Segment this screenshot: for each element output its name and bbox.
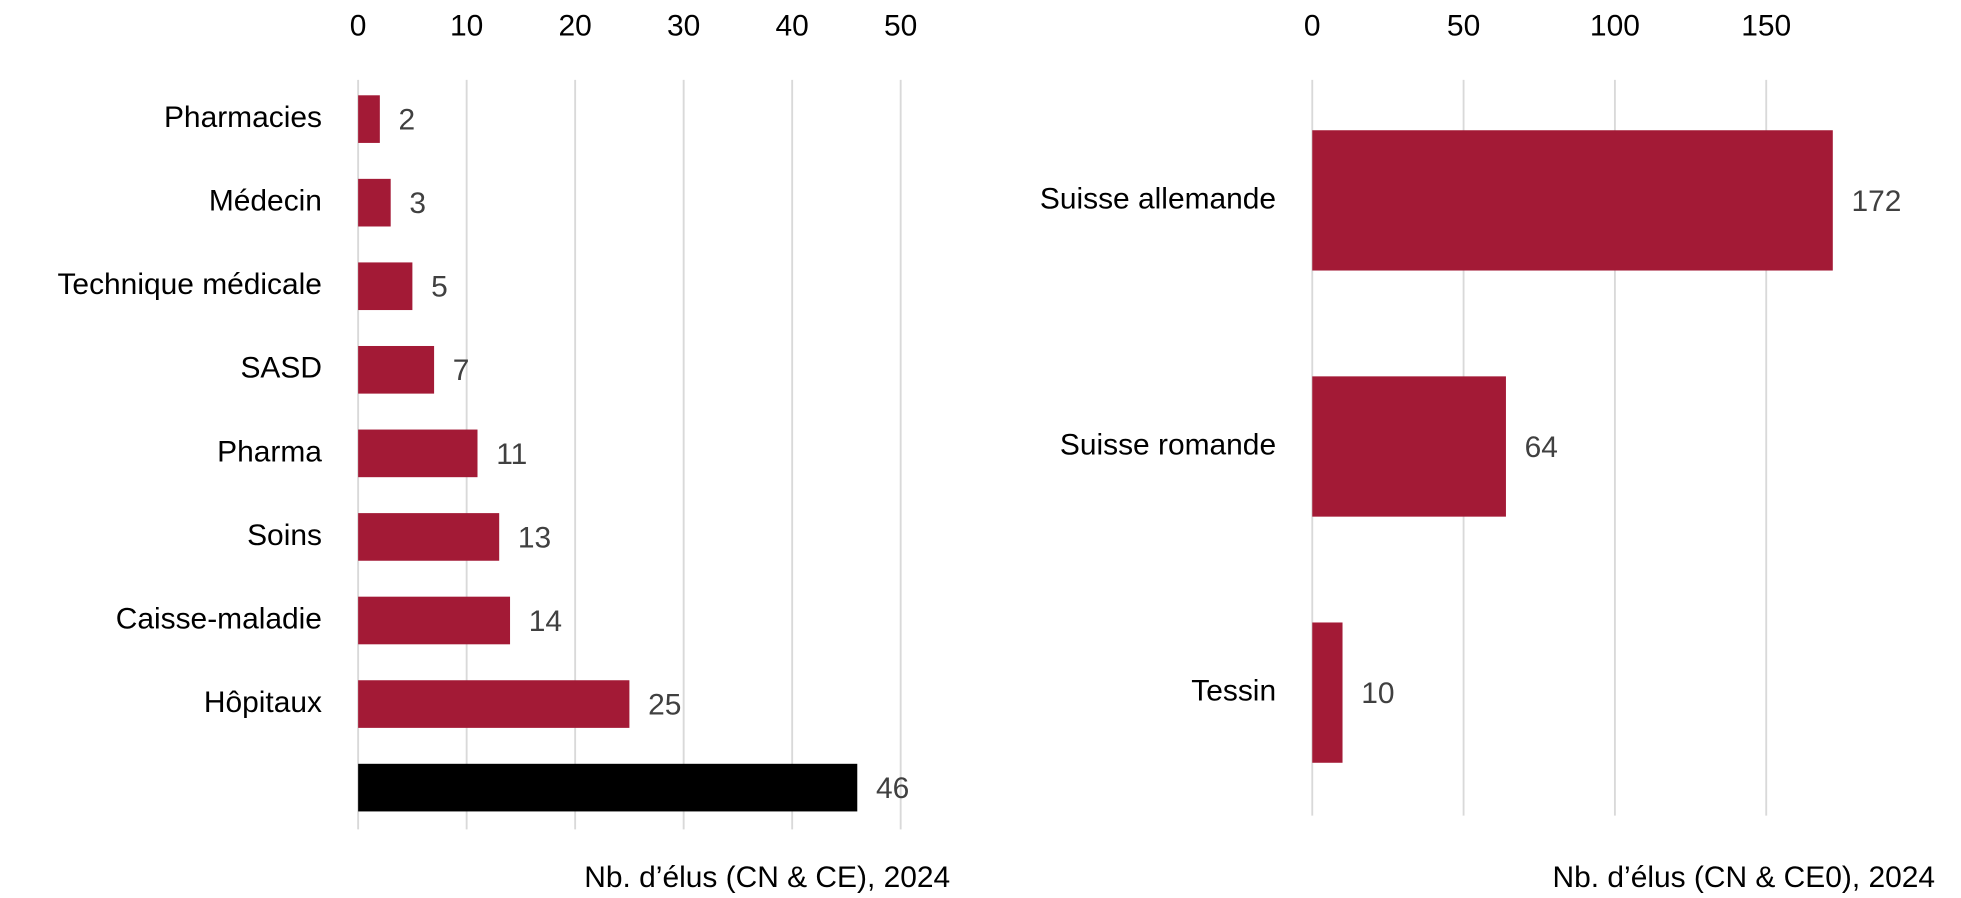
bar bbox=[358, 95, 380, 143]
x-axis-title: Nb. d’élus (CN & CE0), 2024 bbox=[1553, 861, 1936, 894]
data-label: 64 bbox=[1525, 431, 1558, 464]
y-tick-label: Hôpitaux bbox=[204, 686, 322, 719]
data-label: 10 bbox=[1361, 677, 1394, 710]
x-tick-label: 50 bbox=[1447, 9, 1480, 42]
x-tick-label: 0 bbox=[350, 9, 367, 42]
x-tick-label: 20 bbox=[559, 9, 592, 42]
bar bbox=[358, 178, 391, 227]
data-label: 172 bbox=[1852, 185, 1902, 218]
data-label: 7 bbox=[453, 354, 470, 387]
y-tick-label: Tessin bbox=[1191, 675, 1276, 708]
data-label: 46 bbox=[876, 772, 909, 805]
bar bbox=[358, 680, 630, 728]
x-tick-label: 30 bbox=[667, 9, 700, 42]
x-tick-label: 40 bbox=[776, 9, 809, 42]
x-tick-label: 50 bbox=[884, 9, 917, 42]
y-tick-label: Suisse romande bbox=[1060, 428, 1276, 461]
x-tick-label: 100 bbox=[1590, 9, 1640, 42]
bar bbox=[358, 763, 858, 812]
data-label: 3 bbox=[409, 187, 426, 220]
y-tick-label: Technique médicale bbox=[57, 268, 321, 301]
data-label: 13 bbox=[518, 521, 551, 554]
y-tick-label: Pharmacies bbox=[164, 101, 322, 134]
y-tick-label: Médecin bbox=[209, 185, 322, 218]
bar bbox=[1312, 130, 1833, 271]
x-tick-label: 0 bbox=[1304, 9, 1321, 42]
data-label: 14 bbox=[529, 605, 562, 638]
x-tick-label: 150 bbox=[1741, 9, 1791, 42]
y-tick-label: Suisse allemande bbox=[1040, 182, 1276, 215]
bar bbox=[1312, 376, 1506, 517]
bar bbox=[358, 513, 500, 561]
x-tick-label: 10 bbox=[450, 9, 483, 42]
bar bbox=[358, 262, 413, 311]
bar bbox=[358, 429, 478, 478]
data-label: 5 bbox=[431, 271, 448, 304]
x-axis-title: Nb. d’élus (CN & CE), 2024 bbox=[584, 861, 950, 894]
data-label: 25 bbox=[648, 688, 681, 721]
bar bbox=[358, 345, 435, 394]
y-tick-label: Soins bbox=[247, 519, 322, 552]
y-tick-label: Caisse-maladie bbox=[116, 602, 322, 635]
y-tick-label: SASD bbox=[240, 352, 321, 385]
data-label: 11 bbox=[496, 438, 527, 471]
bar bbox=[1312, 622, 1343, 763]
y-tick-label: Pharma bbox=[217, 435, 322, 468]
bar bbox=[358, 596, 511, 645]
data-label: 2 bbox=[399, 104, 416, 137]
